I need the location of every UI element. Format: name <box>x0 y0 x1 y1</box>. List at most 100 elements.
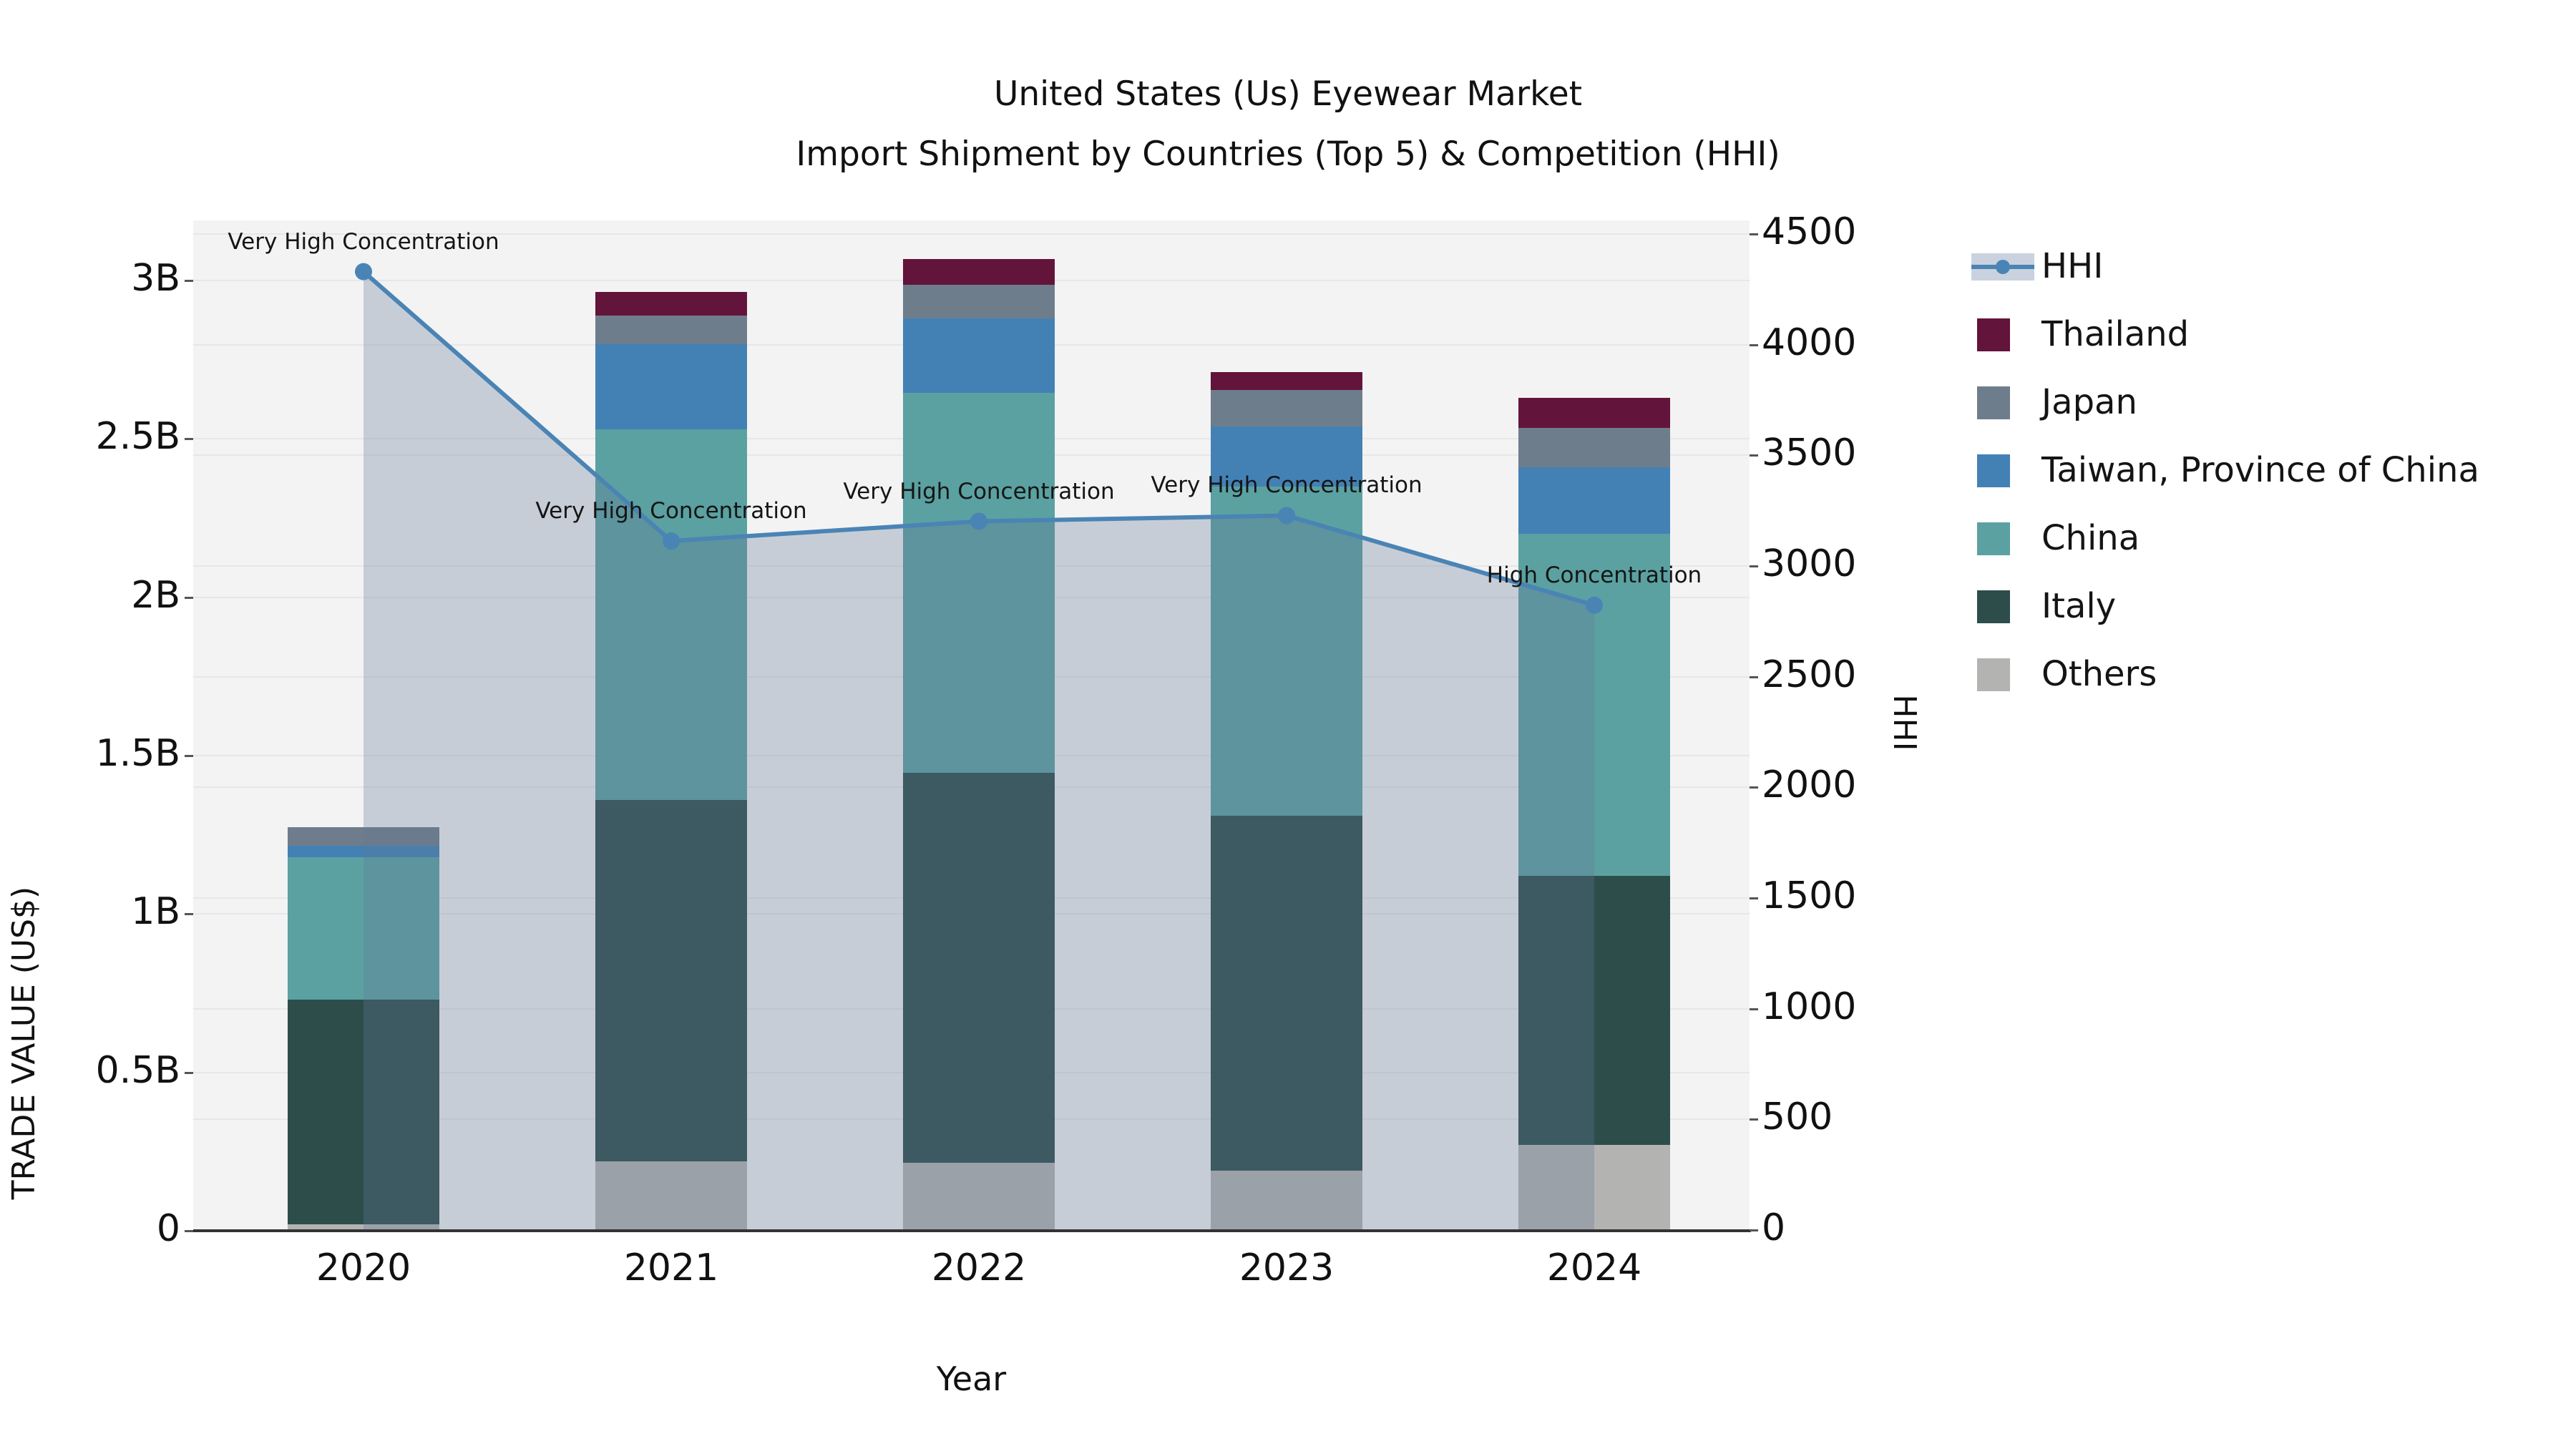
x-tick-label-2024: 2024 <box>1546 1246 1642 1289</box>
bar-segment-thailand-2023[interactable] <box>1211 372 1362 390</box>
legend-item-china[interactable]: China <box>1971 518 2479 558</box>
bar-segment-japan-2022[interactable] <box>903 284 1055 319</box>
color-swatch-icon <box>1977 386 2010 419</box>
bar-segment-japan-2021[interactable] <box>595 315 747 344</box>
right-tick-label-500: 500 <box>1762 1096 1833 1139</box>
right-tick-label-4000: 4000 <box>1762 321 1857 364</box>
right-tick-mark <box>1750 233 1758 235</box>
legend-label-hhi: HHI <box>2041 246 2104 286</box>
legend-label-thailand: Thailand <box>2041 314 2190 354</box>
color-swatch-icon <box>1977 590 2010 623</box>
bar-segment-italy-2022[interactable] <box>903 773 1055 1163</box>
right-tick-mark <box>1750 454 1758 457</box>
right-tick-label-4500: 4500 <box>1762 210 1857 253</box>
right-tick-mark <box>1750 1008 1758 1010</box>
gridline-hhi-4500 <box>193 233 1750 235</box>
left-tick-label-3B: 3B <box>131 257 180 300</box>
bar-segment-china-2021[interactable] <box>595 429 747 800</box>
color-swatch-icon <box>1977 522 2010 555</box>
x-tick-label-2020: 2020 <box>316 1246 411 1289</box>
left-tick-label-1B: 1B <box>131 890 180 934</box>
left-tick-mark <box>185 755 193 757</box>
bar-segment-italy-2023[interactable] <box>1211 816 1362 1171</box>
right-tick-mark <box>1750 565 1758 567</box>
annotation-2021: Very High Concentration <box>535 498 807 525</box>
right-tick-label-3000: 3000 <box>1762 542 1857 585</box>
color-swatch-icon <box>1977 318 2010 351</box>
bar-segment-china-2023[interactable] <box>1211 486 1362 816</box>
bar-segment-italy-2021[interactable] <box>595 799 747 1161</box>
bar-segment-others-2021[interactable] <box>595 1161 747 1231</box>
legend-label-italy: Italy <box>2041 586 2117 626</box>
right-tick-label-0: 0 <box>1762 1206 1786 1249</box>
bar-segment-italy-2020[interactable] <box>288 999 439 1225</box>
left-tick-mark <box>185 1230 193 1232</box>
x-tick-label-2023: 2023 <box>1239 1246 1335 1289</box>
legend-label-taiwan-province-of-china: Taiwan, Province of China <box>2041 450 2479 490</box>
bar-segment-italy-2024[interactable] <box>1518 876 1670 1146</box>
bar-segment-others-2020[interactable] <box>288 1224 439 1231</box>
legend-item-others[interactable]: Others <box>1971 654 2479 694</box>
chart-title-line2: Import Shipment by Countries (Top 5) & C… <box>796 135 1780 174</box>
left-axis-title: TRADE VALUE (US$) <box>6 886 42 1200</box>
bar-segment-others-2024[interactable] <box>1518 1145 1670 1231</box>
bar-segment-japan-2020[interactable] <box>288 827 439 847</box>
legend-item-italy[interactable]: Italy <box>1971 586 2479 626</box>
chart-title-line1: United States (Us) Eyewear Market <box>993 74 1583 114</box>
left-tick-mark <box>185 280 193 282</box>
legend-swatch-japan <box>1971 385 2034 419</box>
legend-item-taiwan-province-of-china[interactable]: Taiwan, Province of China <box>1971 450 2479 490</box>
x-axis-title: Year <box>936 1360 1007 1398</box>
legend-label-japan: Japan <box>2041 382 2137 422</box>
left-tick-label-1.5B: 1.5B <box>95 732 180 775</box>
bar-segment-thailand-2021[interactable] <box>595 292 747 316</box>
x-axis-line <box>193 1229 1751 1232</box>
right-tick-label-3500: 3500 <box>1762 431 1857 475</box>
left-tick-label-2B: 2B <box>131 573 180 617</box>
right-tick-mark <box>1750 786 1758 789</box>
left-tick-mark <box>185 913 193 916</box>
annotation-2020: Very High Concentration <box>228 228 499 255</box>
bar-segment-thailand-2022[interactable] <box>903 259 1055 285</box>
annotation-2022: Very High Concentration <box>843 478 1115 504</box>
bar-segment-taiwan-province-of-china-2021[interactable] <box>595 343 747 430</box>
bar-segment-china-2022[interactable] <box>903 393 1055 774</box>
x-tick-label-2022: 2022 <box>931 1246 1027 1289</box>
hhi-marker-dot-icon <box>1996 260 2010 274</box>
legend-swatch-italy <box>1971 589 2034 623</box>
left-tick-label-0: 0 <box>156 1207 180 1250</box>
legend-label-china: China <box>2041 518 2140 558</box>
legend-item-thailand[interactable]: Thailand <box>1971 314 2479 354</box>
right-tick-label-1000: 1000 <box>1762 985 1857 1028</box>
color-swatch-icon <box>1977 658 2010 691</box>
right-tick-mark <box>1750 675 1758 678</box>
right-tick-mark <box>1750 343 1758 346</box>
hhi-line-legend-icon <box>1971 249 2034 283</box>
right-tick-label-2500: 2500 <box>1762 653 1857 696</box>
legend-item-japan[interactable]: Japan <box>1971 382 2479 422</box>
bar-segment-thailand-2024[interactable] <box>1518 397 1670 428</box>
legend: HHI Thailand Japan Taiwan, Province of Chin… <box>1971 246 2479 694</box>
bar-segment-japan-2024[interactable] <box>1518 427 1670 468</box>
right-axis-title: HHI <box>1886 694 1923 751</box>
bar-segment-taiwan-province-of-china-2020[interactable] <box>288 846 439 857</box>
legend-item-hhi[interactable]: HHI <box>1971 246 2479 286</box>
bar-segment-japan-2023[interactable] <box>1211 389 1362 426</box>
bar-segment-taiwan-province-of-china-2022[interactable] <box>903 318 1055 394</box>
right-tick-mark <box>1750 1229 1758 1231</box>
legend-swatch-thailand <box>1971 317 2034 351</box>
x-tick-label-2021: 2021 <box>623 1246 719 1289</box>
bar-segment-others-2023[interactable] <box>1211 1170 1362 1231</box>
legend-swatch-others <box>1971 657 2034 691</box>
left-tick-label-2.5B: 2.5B <box>95 415 180 459</box>
left-tick-mark <box>185 596 193 599</box>
right-tick-mark <box>1750 897 1758 899</box>
bar-segment-taiwan-province-of-china-2024[interactable] <box>1518 467 1670 535</box>
annotation-2024: High Concentration <box>1486 562 1702 588</box>
right-tick-mark <box>1750 1118 1758 1121</box>
left-tick-mark <box>185 1071 193 1074</box>
bar-segment-china-2020[interactable] <box>288 857 439 1000</box>
color-swatch-icon <box>1977 454 2010 487</box>
bar-segment-others-2022[interactable] <box>903 1162 1055 1231</box>
